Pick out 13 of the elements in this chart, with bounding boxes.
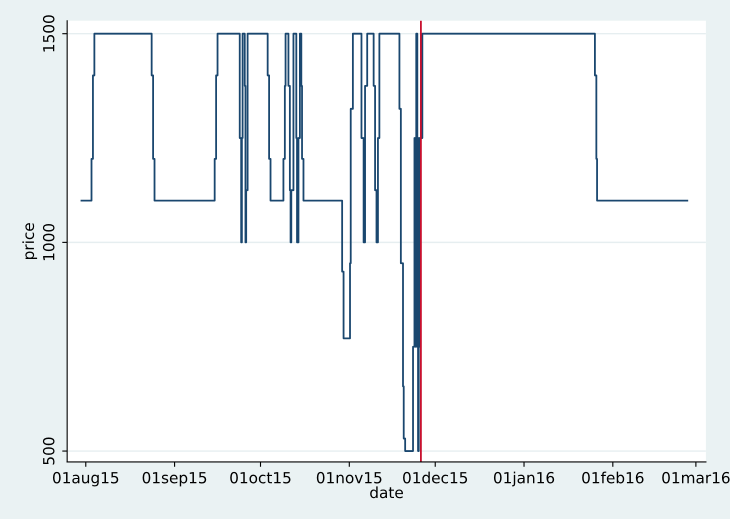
y-axis-title: price — [22, 223, 38, 259]
x-tick-label: 01jan16 — [494, 472, 554, 486]
x-tick-label: 01mar16 — [662, 472, 730, 484]
y-tick-label: 500 — [42, 437, 54, 464]
x-tick-label: 01sep15 — [142, 472, 206, 486]
x-tick-label: 01oct15 — [230, 472, 290, 484]
x-tick-label: 01aug15 — [52, 472, 118, 486]
y-tick-label: 1000 — [42, 224, 54, 260]
x-tick-label: 01feb16 — [582, 472, 644, 484]
x-tick-label: 01dec15 — [403, 472, 468, 484]
x-axis-title: date — [370, 486, 403, 498]
y-tick-label: 1500 — [42, 15, 54, 52]
x-tick-label: 01nov15 — [316, 472, 382, 484]
